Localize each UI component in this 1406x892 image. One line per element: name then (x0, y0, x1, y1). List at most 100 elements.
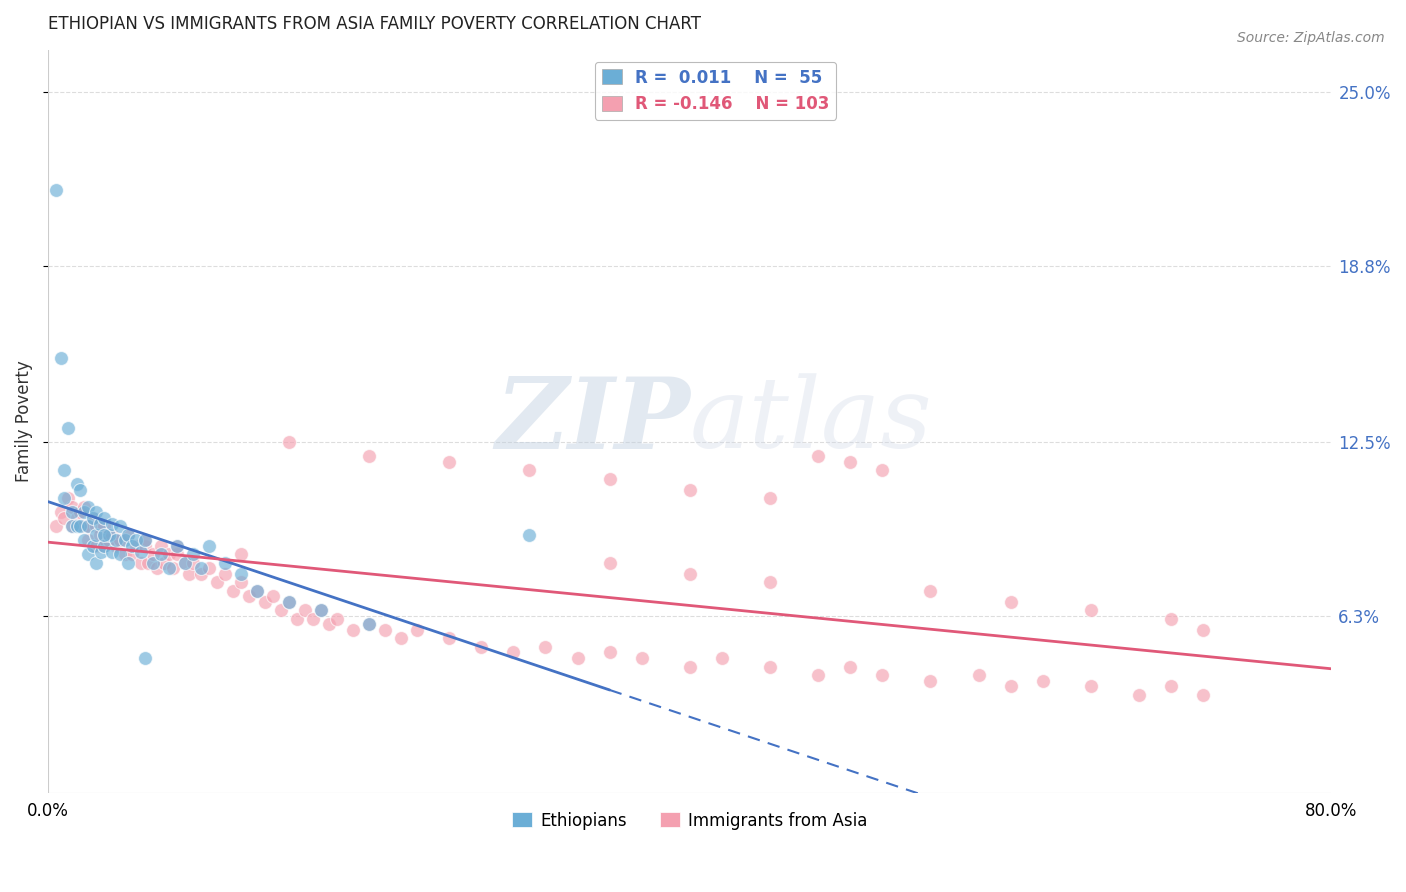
Point (534, 640, 557, 654)
Point (69, 483, 91, 497)
Legend: Ethiopians, Immigrants from Asia: Ethiopians, Immigrants from Asia (505, 805, 875, 837)
Point (72, 519, 94, 533)
Point (93, 539, 115, 553)
Point (190, 567, 212, 582)
Point (807, 450, 830, 464)
Point (920, 583, 942, 598)
Point (117, 528, 139, 542)
Point (759, 491, 782, 506)
Point (101, 544, 124, 558)
Point (69, 505, 91, 519)
Point (60, 505, 83, 519)
Point (86, 539, 108, 553)
Point (117, 556, 139, 570)
Point (277, 435, 299, 450)
Point (1160, 679, 1182, 693)
Point (470, 640, 492, 654)
Point (66, 477, 89, 491)
Point (93, 511, 115, 525)
Point (114, 548, 136, 562)
Point (179, 567, 201, 582)
Point (131, 544, 153, 558)
Point (1000, 679, 1022, 693)
Point (246, 583, 269, 598)
Point (162, 561, 184, 575)
Point (93, 539, 115, 553)
Point (599, 646, 621, 660)
Point (229, 548, 252, 562)
Point (66, 511, 89, 525)
Point (72, 505, 94, 519)
Point (294, 603, 316, 617)
Point (285, 612, 308, 626)
Point (759, 659, 782, 673)
Point (134, 539, 156, 553)
Point (229, 567, 252, 582)
Point (90, 544, 112, 558)
Point (72, 500, 94, 514)
Point (93, 528, 115, 542)
Point (53, 463, 76, 477)
Point (318, 617, 340, 632)
Point (679, 567, 702, 582)
Point (967, 668, 990, 682)
Point (309, 603, 332, 617)
Point (253, 595, 276, 609)
Point (125, 533, 148, 548)
Point (86, 519, 108, 533)
Point (77, 500, 100, 514)
Point (166, 539, 188, 553)
Point (181, 556, 204, 570)
Point (197, 561, 219, 575)
Point (45, 519, 67, 533)
Point (49, 505, 72, 519)
Point (222, 583, 245, 598)
Point (72, 533, 94, 548)
Point (134, 651, 156, 665)
Point (149, 548, 172, 562)
Point (141, 556, 163, 570)
Point (82, 539, 104, 553)
Point (679, 483, 702, 497)
Point (134, 533, 156, 548)
Point (89, 528, 111, 542)
Point (1000, 595, 1022, 609)
Point (104, 539, 127, 553)
Point (374, 623, 396, 637)
Point (93, 519, 115, 533)
Text: ETHIOPIAN VS IMMIGRANTS FROM ASIA FAMILY POVERTY CORRELATION CHART: ETHIOPIAN VS IMMIGRANTS FROM ASIA FAMILY… (48, 15, 702, 33)
Point (839, 455, 862, 469)
Point (49, 351, 72, 366)
Point (157, 548, 180, 562)
Point (270, 603, 292, 617)
Point (110, 519, 132, 533)
Point (839, 659, 862, 673)
Point (166, 539, 188, 553)
Point (872, 463, 894, 477)
Point (1192, 623, 1215, 637)
Point (60, 500, 83, 514)
Text: Source: ZipAtlas.com: Source: ZipAtlas.com (1237, 31, 1385, 45)
Point (121, 548, 143, 562)
Point (920, 673, 942, 688)
Point (53, 511, 76, 525)
Point (56, 491, 79, 506)
Point (277, 595, 299, 609)
Point (114, 533, 136, 548)
Point (45, 183, 67, 197)
Point (110, 533, 132, 548)
Y-axis label: Family Poverty: Family Poverty (15, 360, 32, 482)
Point (98, 528, 121, 542)
Point (710, 651, 733, 665)
Point (205, 575, 228, 590)
Point (77, 548, 100, 562)
Point (56, 421, 79, 435)
Point (246, 583, 269, 598)
Point (117, 528, 139, 542)
Point (1128, 688, 1150, 702)
Point (238, 590, 260, 604)
Point (309, 603, 332, 617)
Point (181, 548, 204, 562)
Point (406, 623, 429, 637)
Point (679, 659, 702, 673)
